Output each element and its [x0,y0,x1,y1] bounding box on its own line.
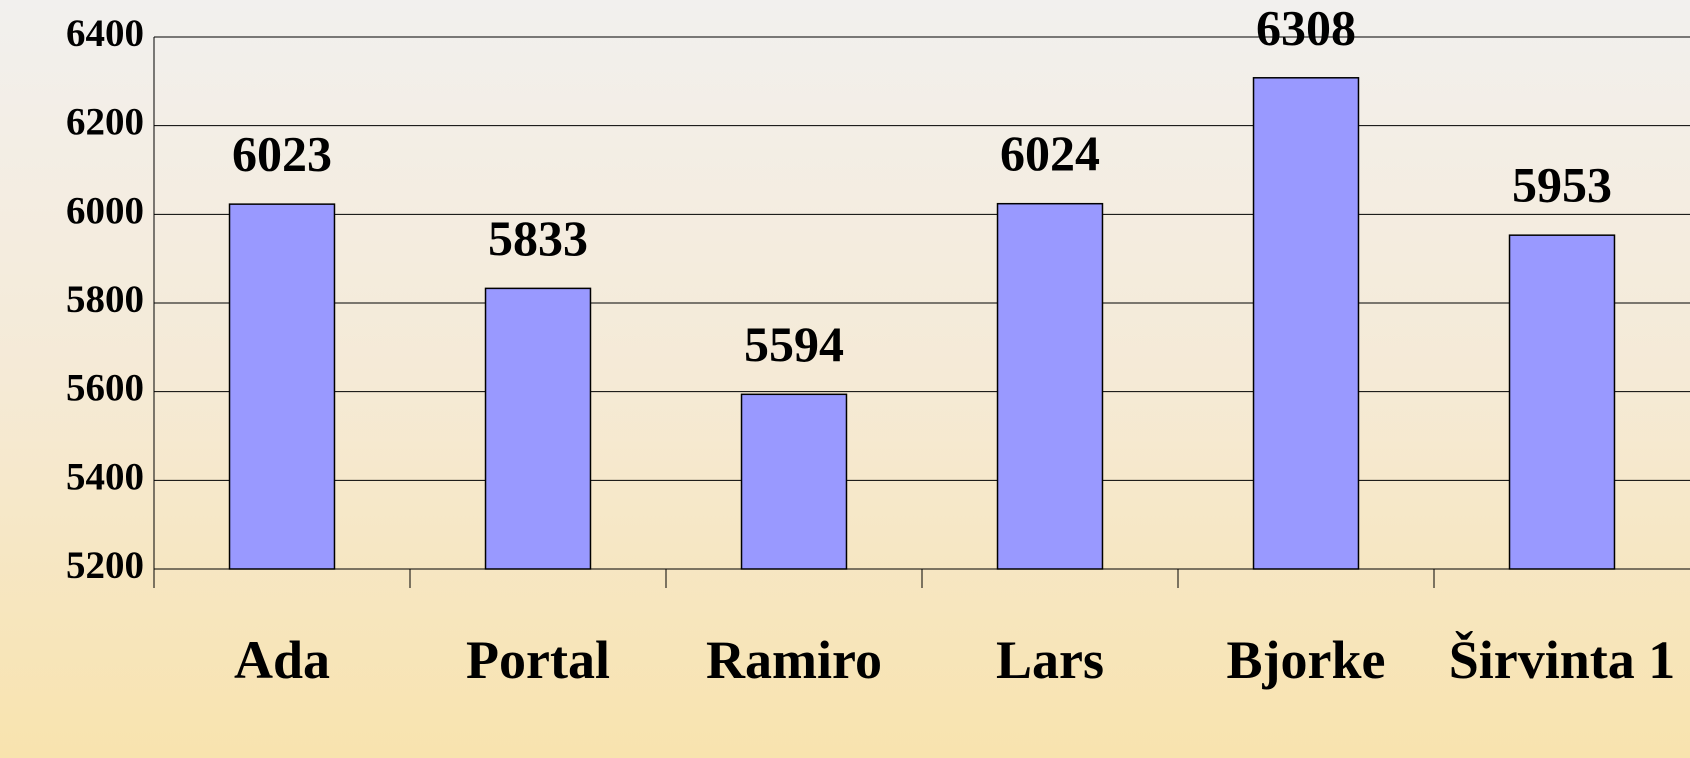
bar [1508,234,1616,570]
bar [484,287,592,570]
y-tick-label: 5800 [66,278,144,321]
y-tick-label: 5400 [66,455,144,498]
y-tick-label: 5600 [66,367,144,410]
x-tick-label-box: Ada [233,630,330,690]
y-tick-label: 6200 [66,101,144,144]
x-tick-label-box: Širvinta 1 [1448,630,1676,690]
x-tick-label-box: Portal [466,630,610,690]
y-tick-label: 6400 [66,12,144,55]
y-tick-label: 6000 [66,189,144,232]
value-label: 5953 [1512,157,1612,213]
x-tick-label-box: Bjorke [1226,630,1386,690]
value-label: 6024 [1000,125,1100,181]
x-tick-label: Lars [995,630,1104,690]
value-label: 6023 [232,126,332,182]
y-tick-label: 5200 [66,544,144,587]
x-tick-label-box: Lars [995,630,1104,690]
x-tick-label: Širvinta 1 [1448,630,1676,690]
bar [228,203,336,570]
x-tick-label-box: Ramiro [706,630,882,690]
x-tick-label: Ada [233,630,330,690]
x-tick-label: Portal [466,630,610,690]
value-label: 5833 [488,210,588,266]
x-tick-label: Bjorke [1226,630,1386,690]
bar [1252,77,1360,570]
x-tick-label: Ramiro [706,630,882,690]
value-label: 6308 [1256,0,1356,55]
bar [740,393,848,570]
value-label: 5594 [744,316,844,372]
bar [996,202,1104,570]
